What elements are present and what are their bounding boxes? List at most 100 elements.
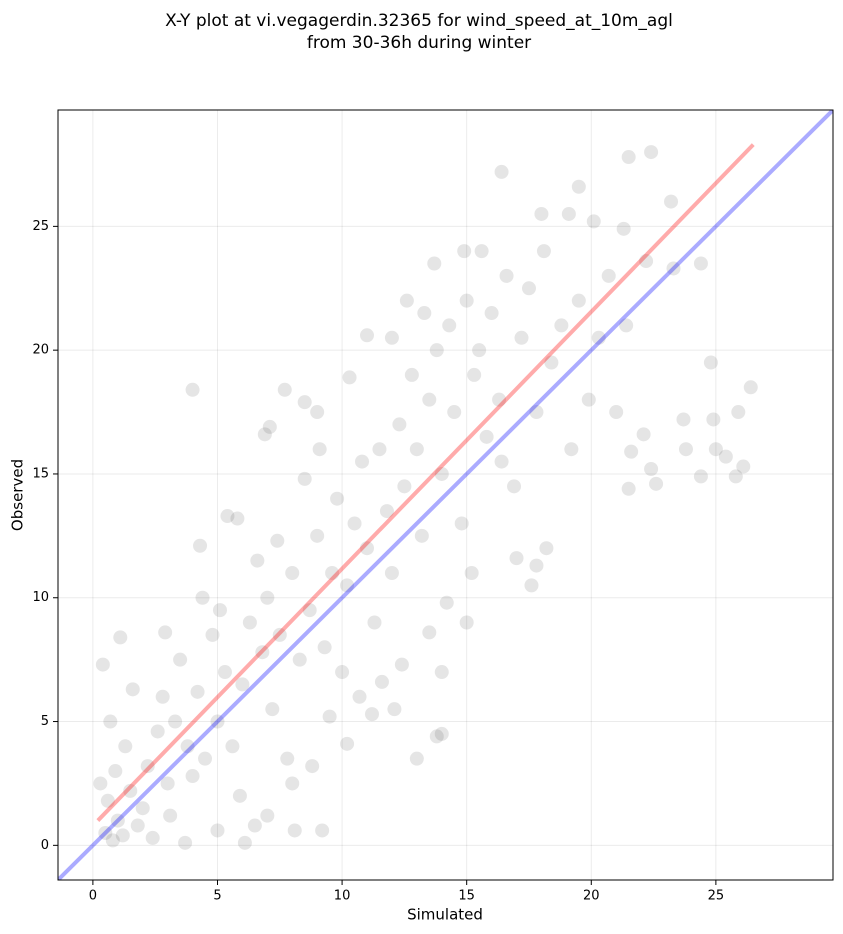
- point: [347, 516, 362, 531]
- point: [703, 355, 718, 370]
- point: [372, 442, 387, 457]
- point: [322, 709, 337, 724]
- point: [708, 442, 723, 457]
- point: [639, 254, 654, 269]
- point: [277, 382, 292, 397]
- point: [409, 442, 424, 457]
- point: [399, 293, 414, 308]
- point: [539, 541, 554, 556]
- point: [494, 454, 509, 469]
- point: [210, 714, 225, 729]
- point: [472, 343, 487, 358]
- point: [387, 702, 402, 717]
- point: [173, 652, 188, 667]
- point: [422, 625, 437, 640]
- point: [561, 206, 576, 221]
- point: [374, 674, 389, 689]
- point: [108, 764, 123, 779]
- point: [178, 835, 193, 850]
- point: [125, 682, 140, 697]
- point: [384, 330, 399, 345]
- point: [285, 565, 300, 580]
- point: [429, 343, 444, 358]
- point: [484, 306, 499, 321]
- point: [457, 244, 472, 259]
- point: [459, 293, 474, 308]
- point: [544, 355, 559, 370]
- point: [571, 179, 586, 194]
- point: [392, 417, 407, 432]
- point: [312, 442, 327, 457]
- point: [379, 504, 394, 519]
- point: [636, 427, 651, 442]
- point: [439, 595, 454, 610]
- point: [536, 244, 551, 259]
- point: [364, 707, 379, 722]
- point: [103, 714, 118, 729]
- x-tick-label: 25: [708, 889, 725, 904]
- point: [260, 808, 275, 823]
- point: [230, 511, 245, 526]
- point: [619, 318, 634, 333]
- point: [195, 590, 210, 605]
- point: [529, 405, 544, 420]
- point: [409, 751, 424, 766]
- point: [644, 145, 659, 160]
- point: [621, 150, 636, 165]
- point: [534, 206, 549, 221]
- point: [110, 813, 125, 828]
- y-tick-label: 20: [32, 343, 49, 358]
- point: [237, 835, 252, 850]
- point: [434, 466, 449, 481]
- point: [257, 427, 272, 442]
- point: [554, 318, 569, 333]
- point: [736, 459, 751, 474]
- point: [494, 164, 509, 179]
- point: [212, 603, 227, 618]
- point: [292, 652, 307, 667]
- point: [601, 268, 616, 283]
- point: [479, 429, 494, 444]
- point: [193, 538, 208, 553]
- point: [581, 392, 596, 407]
- point: [250, 553, 265, 568]
- point: [123, 783, 138, 798]
- point: [427, 256, 442, 271]
- fit-line: [96, 143, 755, 822]
- point: [718, 449, 733, 464]
- y-tick-label: 5: [41, 714, 49, 729]
- point: [743, 380, 758, 395]
- point: [160, 776, 175, 791]
- point: [235, 677, 250, 692]
- point: [454, 516, 469, 531]
- point: [130, 818, 145, 833]
- point: [220, 509, 235, 524]
- point: [360, 328, 375, 343]
- point: [609, 405, 624, 420]
- plot-frame: [57, 109, 834, 881]
- point: [270, 533, 285, 548]
- point: [666, 261, 681, 276]
- point: [678, 442, 693, 457]
- point: [664, 194, 679, 209]
- point: [616, 221, 631, 236]
- point: [340, 578, 355, 593]
- point: [360, 541, 375, 556]
- point: [310, 405, 325, 420]
- chart-subtitle: from 30-36h during winter: [307, 33, 531, 53]
- y-tick-label: 0: [41, 838, 49, 853]
- point: [260, 590, 275, 605]
- point: [429, 729, 444, 744]
- point: [168, 714, 183, 729]
- point: [464, 565, 479, 580]
- point: [185, 382, 200, 397]
- point: [113, 630, 128, 645]
- point: [272, 627, 287, 642]
- x-axis-label: Simulated: [407, 906, 483, 924]
- point: [591, 330, 606, 345]
- point: [93, 776, 108, 791]
- point: [384, 565, 399, 580]
- point: [180, 739, 195, 754]
- point: [145, 830, 160, 845]
